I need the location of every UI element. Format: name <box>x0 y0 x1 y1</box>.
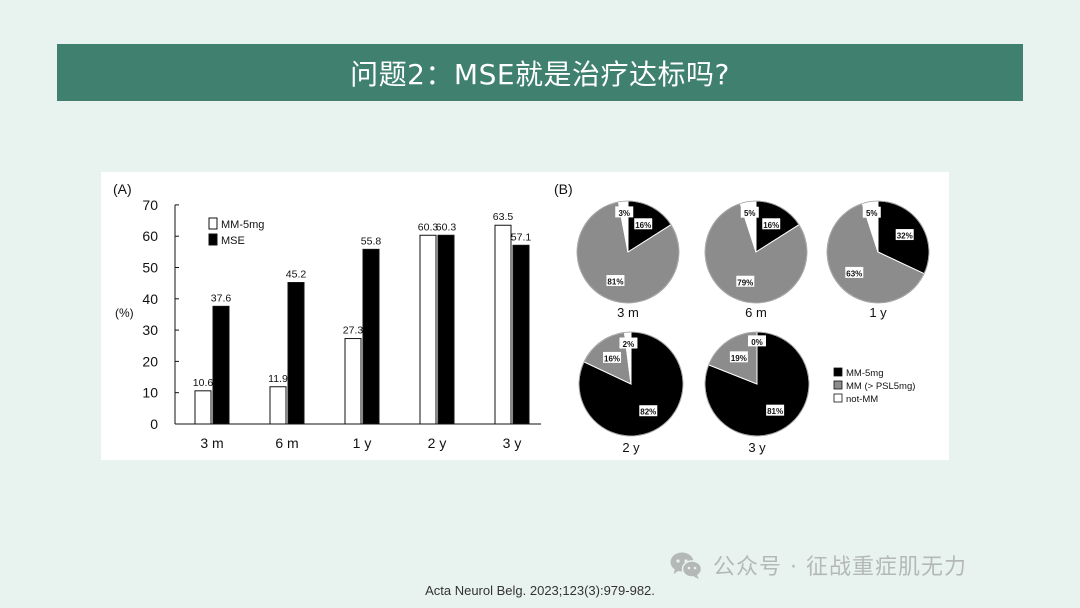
bar-value-label: 37.6 <box>211 292 232 304</box>
pie-label-bg <box>736 275 755 287</box>
figure-panel: (A) (%) 0 10 20 30 40 50 60 70 10.6 37.6 3 m 11.9 45.2… <box>101 172 949 460</box>
slide-title-bar: 问题2：MSE就是治疗达标吗? <box>57 44 1023 101</box>
y-tick-label: 20 <box>142 353 158 369</box>
pie-caption: 3 m <box>617 305 639 320</box>
bar-value-label: 45.2 <box>286 269 307 281</box>
pie-outline <box>578 331 684 437</box>
bar-mm5mg <box>269 386 287 425</box>
pie-slice-label: 2% <box>623 340 635 349</box>
pie-outline <box>704 331 810 437</box>
pie-slice-label: 19% <box>731 354 747 363</box>
legend-label: MSE <box>221 235 245 247</box>
watermark-text: 公众号 · 征战重症肌无力 <box>713 555 967 580</box>
y-tick-label: 40 <box>142 291 158 307</box>
pie-slice-label: 16% <box>604 354 620 363</box>
pie-slice-label: 79% <box>737 278 753 287</box>
pie-slice-label: 0% <box>751 338 763 347</box>
bar-mse <box>437 234 455 425</box>
y-tick-label: 70 <box>142 197 158 213</box>
pie-slice-label: 5% <box>866 209 878 218</box>
legend-swatch <box>208 233 218 246</box>
pie-label-bg <box>740 206 759 218</box>
x-tick-label: 2 y <box>428 435 447 451</box>
pie-label-bg <box>603 351 622 363</box>
bar-mse <box>287 282 305 425</box>
bar-value-label: 57.1 <box>511 231 532 243</box>
pie-label-bg <box>762 218 781 230</box>
pie-label-bg <box>606 275 625 287</box>
pie-label-bg <box>748 335 766 347</box>
pie-label-bg <box>634 218 653 230</box>
y-tick-label: 10 <box>142 385 158 401</box>
bar-value-label: 11.9 <box>268 373 288 385</box>
pie-caption: 3 y <box>748 440 766 455</box>
pie-outline <box>576 200 680 304</box>
pie-slice-label: 81% <box>767 407 783 416</box>
legend-swatch <box>833 380 843 390</box>
bar-value-label: 55.8 <box>361 235 382 247</box>
legend-label: not-MM <box>846 394 878 405</box>
y-tick-label: 30 <box>142 322 158 338</box>
legend-label: MM-5mg <box>221 219 264 231</box>
x-tick-label: 3 m <box>200 435 223 451</box>
bar-value-label: 27.3 <box>343 325 364 337</box>
pie-label-bg <box>619 337 638 349</box>
pie-slice-label: 81% <box>607 278 623 287</box>
pie-label-bg <box>729 351 748 363</box>
x-tick-label: 1 y <box>353 435 372 451</box>
bar-value-label: 60.3 <box>436 221 457 233</box>
legend-swatch <box>208 217 218 230</box>
x-tick-label: 3 y <box>503 435 522 451</box>
bar-mm5mg <box>194 390 212 425</box>
y-axis-label: (%) <box>115 306 134 320</box>
watermark: 公众号 · 征战重症肌无力 <box>669 548 967 582</box>
pie-label-bg <box>639 405 658 417</box>
bar-mse <box>362 248 380 425</box>
legend-label: MM-5mg <box>846 368 883 379</box>
pie-caption: 6 m <box>745 305 767 320</box>
pie-slice-label: 5% <box>744 209 756 218</box>
bar-value-label: 60.3 <box>418 221 439 233</box>
pie-caption: 2 y <box>622 440 640 455</box>
pie-outline <box>704 200 808 304</box>
pie-slice-label: 16% <box>763 221 779 230</box>
pie-label-bg <box>845 266 864 278</box>
pie-label-bg <box>895 229 914 241</box>
pie-outline <box>826 200 930 304</box>
pie-label-bg <box>615 206 634 218</box>
pie-slice-label: 63% <box>846 269 862 278</box>
bar-mse <box>512 244 530 425</box>
pie-slice-label: 82% <box>640 408 656 417</box>
pie-slice-label: 32% <box>897 232 913 241</box>
y-tick-label: 0 <box>150 416 158 432</box>
y-tick-label: 50 <box>142 260 158 276</box>
legend-swatch <box>833 367 843 377</box>
figure-svg: (A) (%) 0 10 20 30 40 50 60 70 10.6 37.6 3 m 11.9 45.2… <box>113 181 930 455</box>
bar-mm5mg <box>344 338 362 425</box>
pie-slice-label: 3% <box>618 209 630 218</box>
bar-mm5mg <box>419 234 437 425</box>
x-tick-label: 6 m <box>275 435 298 451</box>
citation: Acta Neurol Belg. 2023;123(3):979-982. <box>425 583 655 598</box>
y-tick-label: 60 <box>142 228 158 244</box>
panel-a-label: (A) <box>113 181 132 197</box>
legend-swatch <box>833 393 843 403</box>
bar-mm5mg <box>494 224 512 425</box>
legend-label: MM (> PSL5mg) <box>846 381 915 392</box>
bar-value-label: 10.6 <box>193 377 214 389</box>
pie-label-bg <box>766 404 785 416</box>
pie-slice-label: 16% <box>635 221 651 230</box>
pie-label-bg <box>862 206 881 218</box>
bar-value-label: 63.5 <box>493 211 514 223</box>
slide-title: 问题2：MSE就是治疗达标吗? <box>350 57 730 91</box>
pie-caption: 1 y <box>869 305 887 320</box>
panel-b-label: (B) <box>554 181 573 197</box>
bar-mse <box>212 305 230 425</box>
wechat-icon <box>670 552 703 579</box>
